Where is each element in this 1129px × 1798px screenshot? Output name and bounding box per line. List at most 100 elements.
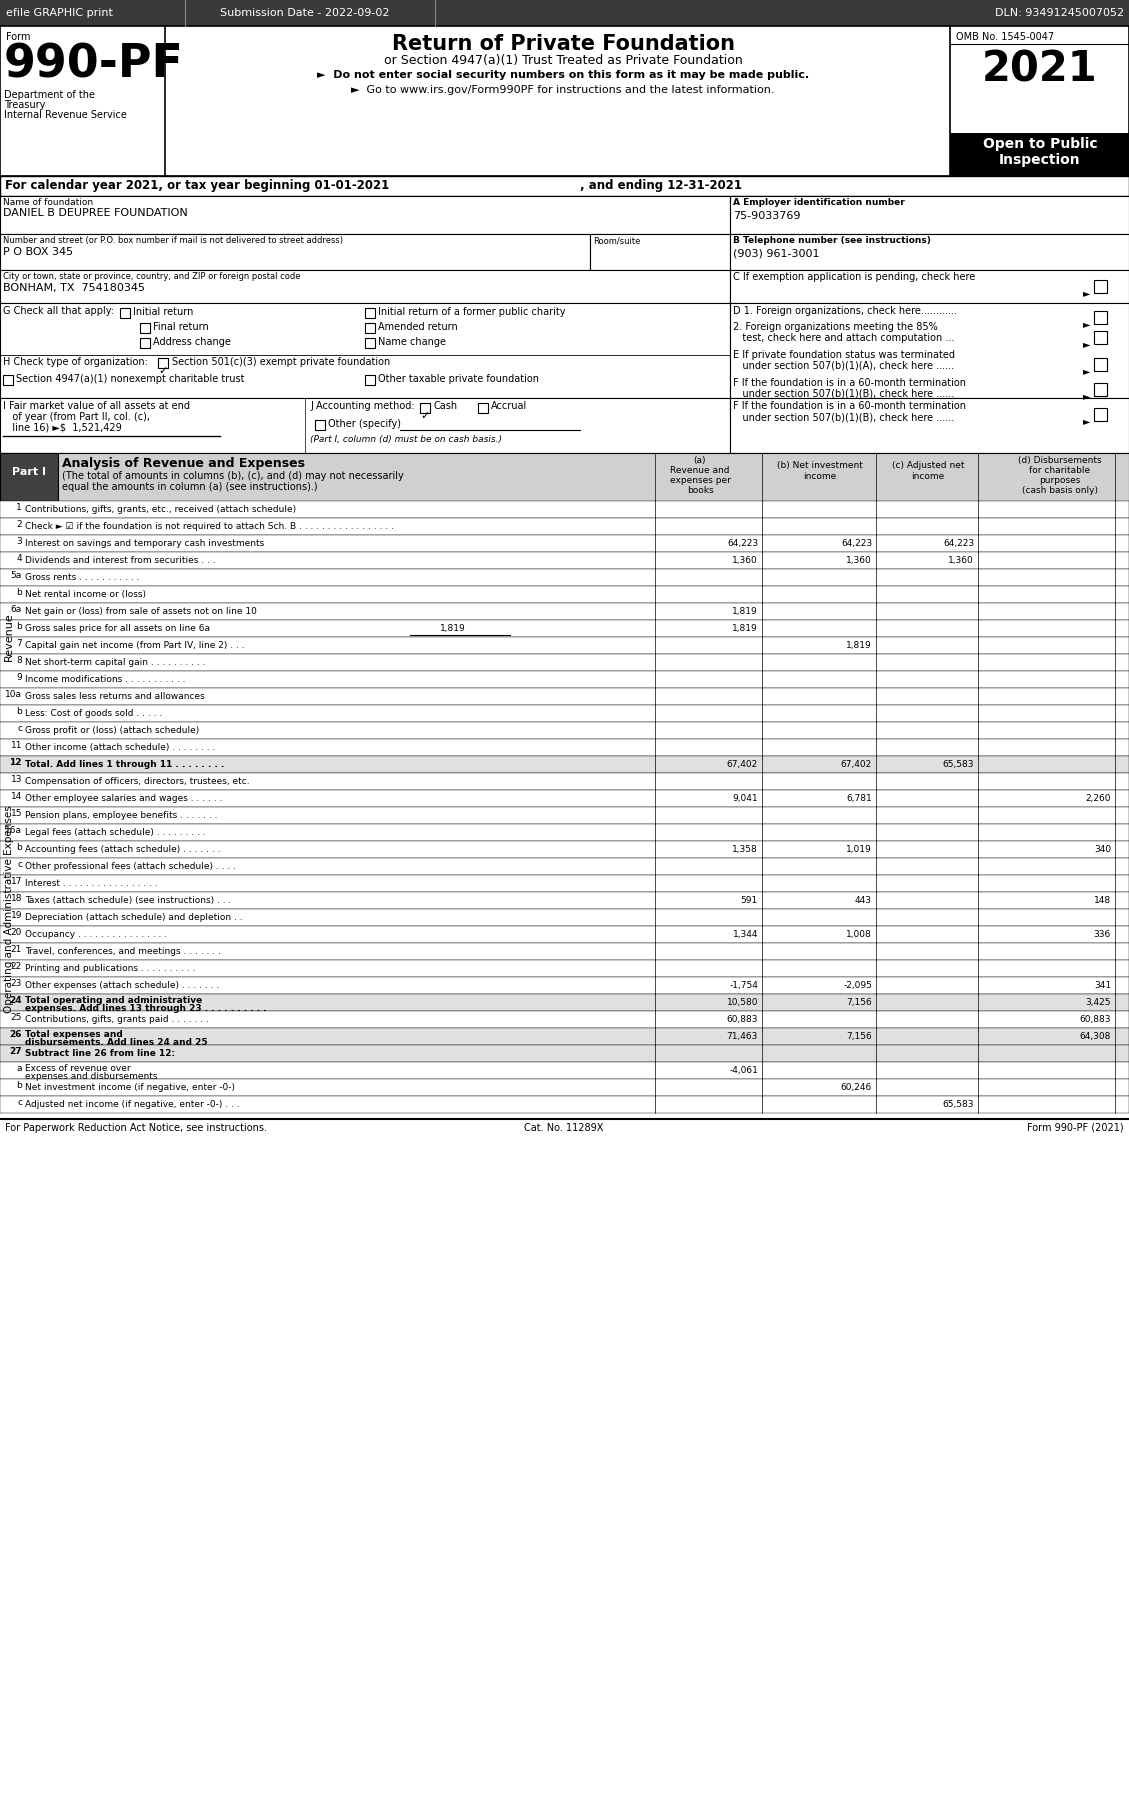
Text: Open to Public: Open to Public <box>982 137 1097 151</box>
Bar <box>730 196 1129 234</box>
Text: ►: ► <box>1083 318 1089 329</box>
Text: a: a <box>17 1064 21 1073</box>
Text: income: income <box>911 473 945 482</box>
Bar <box>1094 280 1108 293</box>
Text: 18: 18 <box>10 894 21 903</box>
Bar <box>0 1010 1129 1028</box>
Bar <box>1094 311 1108 324</box>
Text: Inspection: Inspection <box>999 153 1080 167</box>
Bar <box>420 403 430 414</box>
Text: expenses. Add lines 13 through 23 . . . . . . . . . .: expenses. Add lines 13 through 23 . . . … <box>25 1003 266 1012</box>
Text: Accrual: Accrual <box>491 401 527 412</box>
Text: 1: 1 <box>16 503 21 512</box>
Text: For calendar year 2021, or tax year beginning 01-01-2021: For calendar year 2021, or tax year begi… <box>5 180 390 192</box>
Bar <box>0 976 1129 994</box>
Text: 14: 14 <box>10 791 21 800</box>
Text: Gross sales less returns and allowances: Gross sales less returns and allowances <box>25 692 204 701</box>
Text: 2: 2 <box>17 520 21 529</box>
Text: I Fair market value of all assets at end: I Fair market value of all assets at end <box>3 401 190 412</box>
Text: 3: 3 <box>16 538 21 547</box>
Bar <box>730 234 1129 270</box>
Text: 64,308: 64,308 <box>1079 1032 1111 1041</box>
Text: ✓: ✓ <box>420 412 429 421</box>
Text: Accounting fees (attach schedule) . . . . . . .: Accounting fees (attach schedule) . . . … <box>25 845 220 854</box>
Text: Operating and Administrative Expenses: Operating and Administrative Expenses <box>5 806 14 1012</box>
Bar <box>365 307 375 318</box>
Bar <box>0 823 1129 841</box>
Text: 2. Foreign organizations meeting the 85%: 2. Foreign organizations meeting the 85% <box>733 322 938 333</box>
Text: Gross profit or (loss) (attach schedule): Gross profit or (loss) (attach schedule) <box>25 726 199 735</box>
Bar <box>365 376 375 385</box>
Text: line 16) ►$  1,521,429: line 16) ►$ 1,521,429 <box>3 423 122 433</box>
Text: 2,260: 2,260 <box>1085 795 1111 804</box>
Text: b: b <box>16 843 21 852</box>
Bar <box>730 304 1129 397</box>
Text: 22: 22 <box>11 962 21 971</box>
Text: Gross sales price for all assets on line 6a: Gross sales price for all assets on line… <box>25 624 210 633</box>
Bar <box>0 518 1129 536</box>
Text: 12: 12 <box>9 759 21 768</box>
Text: Dividends and interest from securities . . .: Dividends and interest from securities .… <box>25 556 216 565</box>
Text: 60,883: 60,883 <box>726 1016 758 1025</box>
Text: Internal Revenue Service: Internal Revenue Service <box>5 110 126 120</box>
Bar <box>0 552 1129 568</box>
Text: J Accounting method:: J Accounting method: <box>310 401 414 412</box>
Text: F If the foundation is in a 60-month termination: F If the foundation is in a 60-month ter… <box>733 401 966 412</box>
Bar <box>0 892 1129 910</box>
Text: Other taxable private foundation: Other taxable private foundation <box>378 374 539 385</box>
Text: H Check type of organization:: H Check type of organization: <box>3 358 148 367</box>
Text: expenses and disbursements: expenses and disbursements <box>25 1072 158 1081</box>
Text: (The total of amounts in columns (b), (c), and (d) may not necessarily: (The total of amounts in columns (b), (c… <box>62 471 404 482</box>
Bar <box>0 926 1129 942</box>
Text: 65,583: 65,583 <box>943 761 974 770</box>
Text: 23: 23 <box>10 978 21 987</box>
Text: Net investment income (if negative, enter -0-): Net investment income (if negative, ente… <box>25 1082 235 1091</box>
Bar <box>590 234 730 270</box>
Bar <box>0 942 1129 960</box>
Text: Number and street (or P.O. box number if mail is not delivered to street address: Number and street (or P.O. box number if… <box>3 236 343 245</box>
Text: (c) Adjusted net: (c) Adjusted net <box>892 460 964 469</box>
Text: ►: ► <box>1083 367 1089 376</box>
Bar <box>140 338 150 349</box>
Text: E If private foundation status was terminated: E If private foundation status was termi… <box>733 351 955 360</box>
Text: 9: 9 <box>16 672 21 681</box>
Text: 1,360: 1,360 <box>948 556 974 565</box>
Bar <box>0 755 1129 773</box>
Bar <box>315 421 325 430</box>
Text: Treasury: Treasury <box>5 101 45 110</box>
Text: c: c <box>17 725 21 734</box>
Text: Taxes (attach schedule) (see instructions) . . .: Taxes (attach schedule) (see instruction… <box>25 895 231 904</box>
Text: (a): (a) <box>693 457 707 466</box>
Text: 26: 26 <box>9 1030 21 1039</box>
Bar <box>0 568 1129 586</box>
Bar <box>0 994 1129 1010</box>
Bar <box>0 502 1129 518</box>
Text: 64,223: 64,223 <box>841 539 872 548</box>
Text: Revenue and: Revenue and <box>671 466 729 475</box>
Bar <box>0 858 1129 876</box>
Text: ✓: ✓ <box>158 367 167 376</box>
Text: (d) Disbursements: (d) Disbursements <box>1018 457 1102 466</box>
Bar <box>0 960 1129 976</box>
Text: (b) Net investment: (b) Net investment <box>777 460 863 469</box>
Bar <box>0 586 1129 602</box>
Text: Room/suite: Room/suite <box>593 236 640 245</box>
Bar <box>730 270 1129 304</box>
Bar <box>0 270 730 304</box>
Text: Address change: Address change <box>154 336 230 347</box>
Text: under section 507(b)(1)(B), check here ......: under section 507(b)(1)(B), check here .… <box>733 412 954 423</box>
Bar <box>0 807 1129 823</box>
Bar <box>949 133 1129 176</box>
Bar <box>0 1063 1129 1079</box>
Text: 19: 19 <box>10 912 21 921</box>
Text: Section 4947(a)(1) nonexempt charitable trust: Section 4947(a)(1) nonexempt charitable … <box>16 374 245 385</box>
Text: Other (specify): Other (specify) <box>329 419 401 430</box>
Text: Other employee salaries and wages . . . . . .: Other employee salaries and wages . . . … <box>25 795 222 804</box>
Text: 6,781: 6,781 <box>847 795 872 804</box>
Text: Less: Cost of goods sold . . . . .: Less: Cost of goods sold . . . . . <box>25 708 163 717</box>
Text: Cash: Cash <box>434 401 457 412</box>
Text: Amended return: Amended return <box>378 322 457 333</box>
Text: Net short-term capital gain . . . . . . . . . .: Net short-term capital gain . . . . . . … <box>25 658 205 667</box>
Text: Submission Date - 2022-09-02: Submission Date - 2022-09-02 <box>220 7 390 18</box>
Text: City or town, state or province, country, and ZIP or foreign postal code: City or town, state or province, country… <box>3 271 300 280</box>
